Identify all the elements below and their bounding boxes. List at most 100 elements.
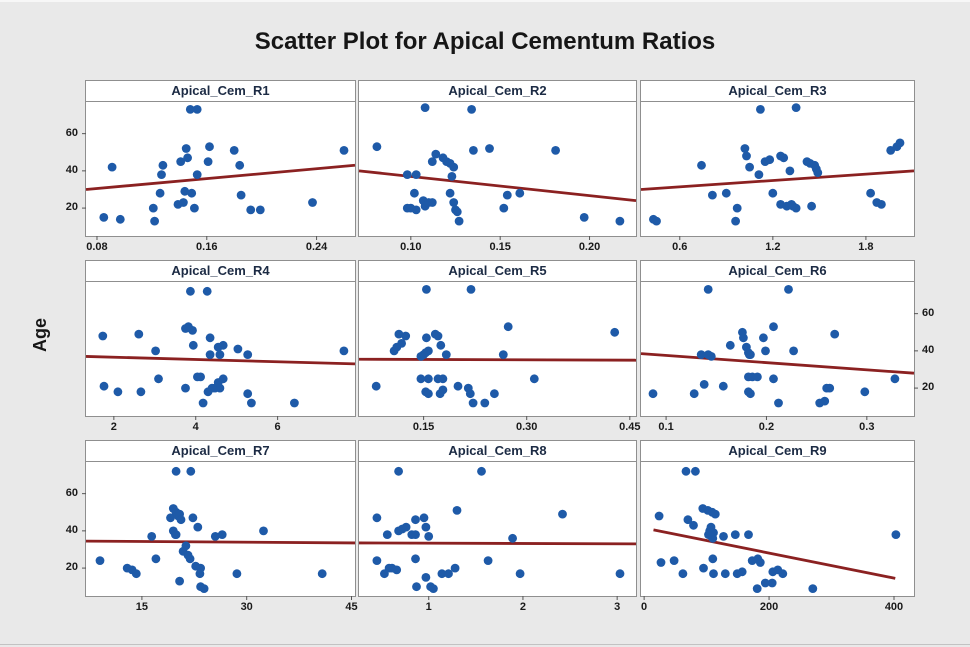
data-point bbox=[791, 203, 801, 213]
data-point bbox=[579, 213, 589, 222]
data-point bbox=[147, 532, 157, 541]
data-point bbox=[255, 205, 265, 215]
trend-line bbox=[85, 355, 356, 366]
data-point bbox=[678, 569, 688, 579]
data-point bbox=[259, 526, 268, 536]
data-point bbox=[558, 509, 567, 519]
trend-line bbox=[358, 357, 637, 362]
data-point bbox=[247, 398, 256, 408]
data-point bbox=[740, 144, 750, 153]
y-tick-label: 60 bbox=[922, 306, 935, 319]
data-point bbox=[98, 331, 108, 341]
data-point bbox=[186, 286, 195, 296]
x-tick-label: 0.45 bbox=[619, 421, 641, 433]
data-point bbox=[480, 398, 490, 408]
data-point bbox=[437, 569, 447, 579]
data-point bbox=[107, 162, 117, 172]
y-tick-label: 20 bbox=[65, 561, 78, 574]
data-point bbox=[185, 105, 195, 114]
data-point bbox=[151, 346, 160, 356]
x-tick-label: 45 bbox=[345, 601, 358, 613]
data-point bbox=[171, 530, 181, 539]
panel-title: Apical_Cem_R8 bbox=[359, 441, 636, 462]
x-tick-label: 0.24 bbox=[305, 241, 328, 253]
data-point bbox=[760, 578, 770, 588]
data-point bbox=[438, 385, 448, 395]
x-tick-label: 200 bbox=[759, 601, 779, 613]
data-point bbox=[191, 561, 201, 571]
panel-title: Apical_Cem_R9 bbox=[641, 441, 914, 462]
data-point bbox=[503, 322, 513, 332]
data-point bbox=[450, 563, 460, 573]
data-point bbox=[529, 374, 539, 384]
data-point bbox=[742, 151, 751, 161]
panel-Apical_Cem_R1: Apical_Cem_R1 bbox=[82, 80, 356, 240]
data-point bbox=[877, 200, 886, 209]
data-point bbox=[477, 466, 486, 476]
data-point bbox=[181, 144, 191, 153]
data-point bbox=[769, 322, 778, 332]
data-point bbox=[422, 333, 431, 343]
data-point bbox=[203, 157, 213, 166]
data-point bbox=[397, 339, 406, 348]
data-point bbox=[148, 203, 158, 213]
data-point bbox=[791, 103, 801, 112]
data-point bbox=[166, 513, 175, 523]
data-point bbox=[731, 216, 740, 226]
data-point bbox=[725, 340, 735, 350]
data-point bbox=[186, 466, 196, 476]
data-point bbox=[485, 144, 494, 153]
data-point bbox=[411, 170, 421, 179]
data-point bbox=[499, 203, 509, 213]
x-tick-label: 1.8 bbox=[858, 241, 874, 253]
panel-Apical_Cem_R2: Apical_Cem_R2 bbox=[358, 80, 637, 240]
x-tick-label: 0.15 bbox=[412, 421, 435, 433]
data-point bbox=[215, 350, 225, 359]
data-point bbox=[508, 533, 517, 543]
data-point bbox=[449, 162, 459, 172]
data-point bbox=[703, 285, 713, 294]
data-point bbox=[205, 142, 214, 152]
data-point bbox=[752, 584, 762, 593]
data-point bbox=[785, 166, 795, 176]
data-point bbox=[196, 372, 205, 382]
data-point bbox=[808, 584, 818, 593]
y-tick-label: 40 bbox=[65, 163, 78, 176]
scatter-plot-svg bbox=[640, 285, 918, 420]
data-point bbox=[402, 170, 412, 179]
data-point bbox=[176, 157, 186, 166]
data-point bbox=[490, 389, 499, 399]
data-point bbox=[767, 578, 777, 588]
data-point bbox=[718, 381, 728, 391]
data-point bbox=[754, 170, 764, 179]
data-point bbox=[412, 582, 421, 592]
data-point bbox=[469, 146, 478, 155]
data-point bbox=[746, 389, 755, 399]
data-point bbox=[441, 350, 451, 359]
data-point bbox=[290, 398, 299, 408]
x-tick-label: 0.10 bbox=[400, 241, 422, 253]
data-point bbox=[372, 556, 382, 565]
x-tick-label: 400 bbox=[884, 601, 904, 613]
trend-line bbox=[85, 163, 356, 191]
data-point bbox=[744, 530, 753, 539]
data-point bbox=[681, 466, 691, 476]
data-point bbox=[615, 569, 625, 579]
data-point bbox=[394, 466, 403, 476]
data-point bbox=[774, 398, 783, 408]
data-point bbox=[175, 576, 184, 586]
y-tick-label: 40 bbox=[65, 523, 78, 536]
panel-Apical_Cem_R6: Apical_Cem_R6 bbox=[640, 260, 918, 420]
figure-title: Scatter Plot for Apical Cementum Ratios bbox=[254, 28, 716, 55]
data-point bbox=[433, 331, 443, 341]
panel-Apical_Cem_R4: Apical_Cem_R4 bbox=[85, 260, 356, 420]
panel-Apical_Cem_R5: Apical_Cem_R5 bbox=[358, 260, 637, 420]
data-point bbox=[449, 198, 459, 207]
trend-line bbox=[358, 169, 637, 203]
data-point bbox=[696, 350, 706, 359]
x-tick-label: 3 bbox=[614, 601, 621, 613]
data-point bbox=[890, 374, 900, 384]
data-point bbox=[372, 142, 382, 152]
data-point bbox=[466, 285, 476, 294]
data-point bbox=[392, 565, 402, 575]
